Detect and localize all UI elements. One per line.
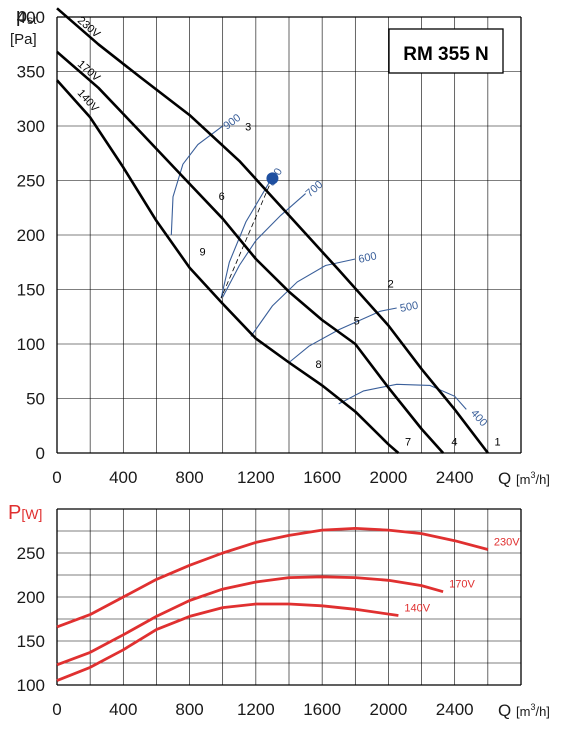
power-curve-label: 170V (449, 579, 475, 591)
top-x-tick-label: 800 (175, 468, 203, 487)
fan-curve-170v (56, 50, 445, 454)
sound-level-label: 600 (357, 250, 378, 266)
power-curve-label: 230V (494, 536, 520, 548)
top-y-tick-label: 400 (17, 8, 45, 27)
sound-level-curve (338, 383, 467, 410)
sound-level-curve (222, 193, 306, 298)
top-ylabel-unit: [Pa] (10, 31, 37, 48)
top-xunit: [m3/h] (516, 470, 550, 487)
bottom-y-tick-label: 150 (17, 632, 45, 651)
point-label: 1 (494, 436, 500, 448)
operating-point-leader (220, 178, 273, 299)
sound-level-label: 500 (399, 300, 419, 315)
top-x-tick-label: 2400 (436, 468, 474, 487)
bottom-x-tick-label: 2400 (436, 700, 474, 719)
sound-level-curve (170, 125, 224, 236)
top-y-tick-label: 0 (36, 444, 45, 463)
power-curve-170v (56, 575, 444, 667)
sound-level-label: 400 (468, 407, 489, 429)
power-curve-label: 140V (404, 602, 430, 614)
top-x-tick-label: 0 (52, 468, 61, 487)
bottom-x-tick-label: 2000 (370, 700, 408, 719)
bottom-xlabel: Q (498, 701, 511, 720)
power-curve-140v (56, 602, 399, 682)
point-label: 7 (405, 436, 411, 448)
top-y-tick-label: 50 (26, 390, 45, 409)
power-curve-230v (56, 527, 489, 629)
sound-level-curve (250, 258, 356, 337)
sound-level-curve (220, 182, 270, 299)
bottom-chart-marks: 230V 170V 140V (56, 527, 520, 682)
point-label: 9 (200, 247, 206, 259)
point-label: 8 (316, 359, 322, 371)
top-ylabel: pst (16, 5, 37, 27)
title-box (388, 28, 504, 74)
top-x-tick-label: 400 (109, 468, 137, 487)
top-y-tick-label: 350 (17, 63, 45, 82)
top-y-tick-label: 200 (17, 226, 45, 245)
sound-level-curve (288, 307, 397, 363)
point-label: 4 (451, 436, 457, 448)
bottom-x-tick-label: 1600 (303, 700, 341, 719)
operating-point-marker (266, 172, 279, 185)
fan-curve-label: 140V (75, 87, 102, 115)
top-y-tick-label: 250 (17, 172, 45, 191)
point-label: 5 (354, 315, 360, 327)
bottom-y-tick-label: 250 (17, 544, 45, 563)
point-label: 2 (388, 278, 394, 290)
sound-level-label: 900 (221, 112, 243, 133)
bottom-ylabel: P[W] (8, 502, 42, 524)
bottom-x-tick-label: 0 (52, 700, 61, 719)
bottom-chart-grid: 0 400 800 1200 1600 2000 2400 100 150 200 250 (17, 508, 522, 719)
fan-curve-230v (56, 7, 489, 454)
bottom-y-tick-label: 200 (17, 588, 45, 607)
bottom-y-tick-label: 100 (17, 676, 45, 695)
top-x-tick-label: 2000 (370, 468, 408, 487)
top-y-tick-label: 150 (17, 281, 45, 300)
bottom-xunit: [m3/h] (516, 702, 550, 719)
top-x-tick-label: 1200 (237, 468, 275, 487)
point-label: 6 (219, 191, 225, 203)
bottom-x-tick-label: 1200 (237, 700, 275, 719)
top-y-tick-label: 300 (17, 117, 45, 136)
top-y-tick-label: 100 (17, 335, 45, 354)
top-xlabel: Q (498, 469, 511, 488)
point-label: 3 (245, 121, 251, 133)
fan-curve-140v (56, 79, 400, 454)
bottom-x-tick-label: 800 (175, 700, 203, 719)
top-x-tick-label: 1600 (303, 468, 341, 487)
bottom-x-tick-label: 400 (109, 700, 137, 719)
chart-title: RM 355 N (403, 44, 489, 65)
top-chart-marks: 900800700600500400230V170V140V123456789 (56, 7, 501, 454)
